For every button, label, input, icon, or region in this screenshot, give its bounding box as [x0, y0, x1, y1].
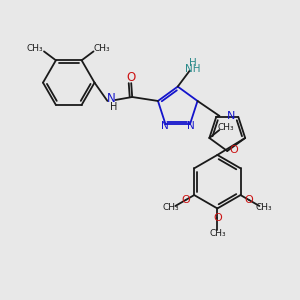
Text: N: N: [107, 92, 116, 106]
Text: N: N: [227, 111, 236, 121]
Text: CH₃: CH₃: [163, 203, 179, 212]
Text: CH₃: CH₃: [93, 44, 110, 53]
Text: O: O: [245, 195, 254, 205]
Text: CH₃: CH₃: [27, 44, 44, 53]
Text: NH: NH: [185, 64, 200, 74]
Text: CH₃: CH₃: [209, 229, 226, 238]
Text: O: O: [213, 213, 222, 224]
Text: N: N: [160, 121, 168, 131]
Text: O: O: [230, 145, 239, 155]
Text: CH₃: CH₃: [255, 203, 272, 212]
Text: N: N: [187, 121, 195, 131]
Text: O: O: [181, 195, 190, 205]
Text: O: O: [127, 71, 136, 84]
Text: H: H: [189, 58, 196, 68]
Text: CH₃: CH₃: [218, 123, 235, 132]
Text: H: H: [110, 102, 117, 112]
